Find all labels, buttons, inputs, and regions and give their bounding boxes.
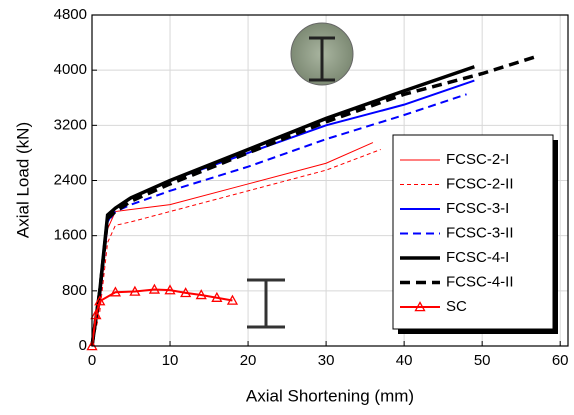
point-marker xyxy=(148,283,161,294)
legend-label: FCSC-2-II xyxy=(446,175,514,192)
legend-label: FCSC-4-I xyxy=(446,249,509,266)
point-marker xyxy=(94,295,106,306)
y-tick-label: 4800 xyxy=(54,6,87,23)
point-marker xyxy=(109,286,122,297)
x-tick-label: 30 xyxy=(318,352,335,369)
y-tick-label: 3200 xyxy=(54,116,87,133)
point-marker xyxy=(195,289,207,300)
legend-label: FCSC-3-II xyxy=(446,224,514,241)
legend-label: FCSC-2-I xyxy=(446,151,509,168)
y-tick-label: 1600 xyxy=(54,227,87,244)
y-tick-label: 800 xyxy=(62,282,87,299)
point-marker xyxy=(164,284,176,295)
section-photo xyxy=(290,22,354,86)
legend-label: SC xyxy=(446,298,467,315)
series-line xyxy=(91,288,233,347)
legend-label: FCSC-4-II xyxy=(446,273,514,290)
point-marker xyxy=(129,285,141,296)
y-tick-label: 0 xyxy=(79,337,87,354)
point-marker xyxy=(226,294,239,305)
y-tick-label: 4000 xyxy=(54,61,87,78)
series-line xyxy=(90,65,475,347)
x-tick-label: 0 xyxy=(88,352,96,369)
x-axis-label: Axial Shortening (mm) xyxy=(246,386,414,405)
legend-marker xyxy=(414,301,426,312)
x-tick-label: 40 xyxy=(396,352,413,369)
series-line xyxy=(90,54,538,347)
series-line xyxy=(91,149,381,347)
x-tick-label: 10 xyxy=(162,352,179,369)
x-tick-label: 20 xyxy=(240,352,257,369)
y-axis-label: Axial Load (kN) xyxy=(13,122,32,238)
y-tick-label: 2400 xyxy=(54,171,87,188)
i-beam-icon xyxy=(247,278,285,329)
legend-label: FCSC-3-I xyxy=(446,200,509,217)
point-marker xyxy=(90,309,102,320)
series-line xyxy=(91,93,467,347)
point-marker xyxy=(211,291,223,302)
series-line xyxy=(91,142,374,347)
point-marker xyxy=(180,287,192,298)
legend xyxy=(392,134,554,330)
x-tick-label: 60 xyxy=(552,352,569,369)
x-tick-label: 50 xyxy=(474,352,491,369)
